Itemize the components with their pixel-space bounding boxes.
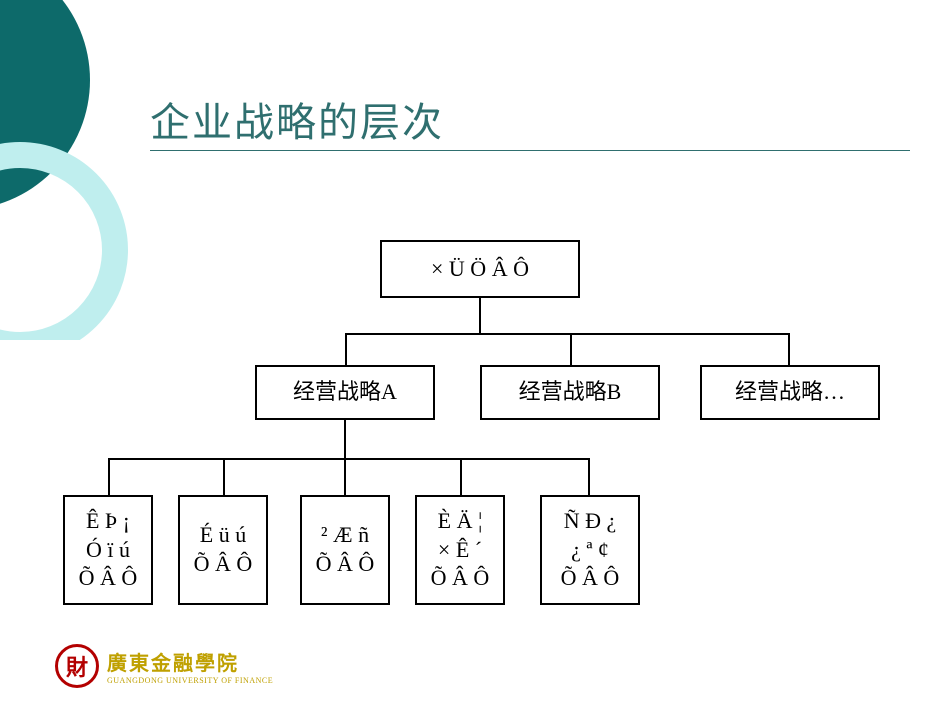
connector xyxy=(345,333,347,365)
node-strategy-c: 经营战略… xyxy=(700,365,880,420)
logo-cn-text: 廣東金融學院 xyxy=(107,647,273,676)
node-func-5: Ñ Ð ¿ ¿ ª ¢ Õ Â Ô xyxy=(540,495,640,605)
node-func-4: È Ä ¦ × Ê ´ Õ Â Ô xyxy=(415,495,505,605)
connector xyxy=(108,458,110,495)
connector xyxy=(788,333,790,365)
hierarchy-diagram: × Ü Ö Â Ô 经营战略A 经营战略B 经营战略… Ê Þ ¡ Ó ï ú … xyxy=(0,0,950,713)
connector xyxy=(344,458,346,495)
connector xyxy=(108,458,590,460)
node-strategy-b: 经营战略B xyxy=(480,365,660,420)
university-logo: 財 廣東金融學院 GUANGDONG UNIVERSITY OF FINANCE xyxy=(55,644,273,688)
connector xyxy=(345,333,790,335)
node-func-3: ² Æ ñ Õ Â Ô xyxy=(300,495,390,605)
node-root: × Ü Ö Â Ô xyxy=(380,240,580,298)
connector xyxy=(588,458,590,495)
connector xyxy=(479,298,481,333)
node-func-2: É ü ú Õ Â Ô xyxy=(178,495,268,605)
logo-glyph-icon: 財 xyxy=(55,644,99,688)
connector xyxy=(223,458,225,495)
connector xyxy=(344,420,346,458)
node-strategy-a: 经营战略A xyxy=(255,365,435,420)
connector xyxy=(570,333,572,365)
logo-en-text: GUANGDONG UNIVERSITY OF FINANCE xyxy=(107,676,273,685)
connector xyxy=(460,458,462,495)
node-func-1: Ê Þ ¡ Ó ï ú Õ Â Ô xyxy=(63,495,153,605)
